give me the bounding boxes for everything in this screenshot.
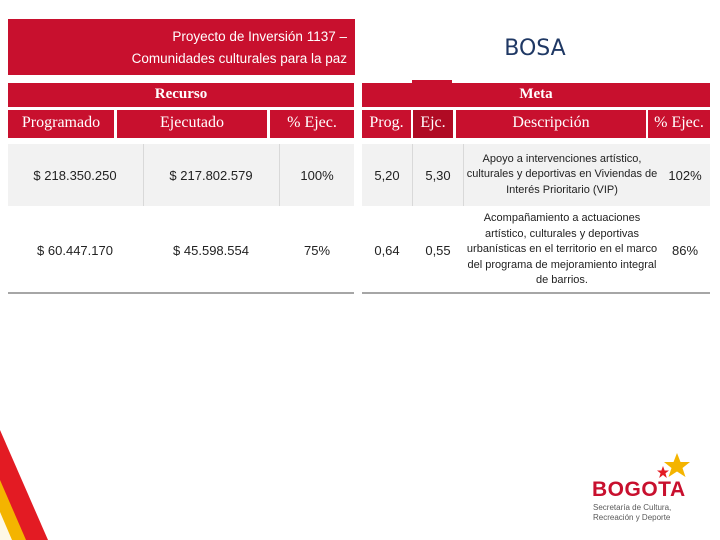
col-divider xyxy=(463,144,464,206)
recurso-group-label: Recurso xyxy=(154,86,208,102)
col-header-ejc: Ejc. xyxy=(413,110,453,138)
row-2-ejc: 0,55 xyxy=(425,242,451,258)
small-star-icon xyxy=(657,466,669,478)
col-header-programado: Programado xyxy=(8,110,114,138)
row-2-ejecutado: $ 45.598.554 xyxy=(173,242,249,258)
row-2-prog: 0,64 xyxy=(374,242,400,258)
project-title: Proyecto de Inversión 1137 – Comunidades… xyxy=(8,19,355,75)
col-header-ejecutado: Ejecutado xyxy=(117,110,267,138)
meta-row-1-bg xyxy=(362,144,710,206)
row-1-ejc: 5,30 xyxy=(425,167,451,183)
recurso-row-1-bg xyxy=(8,144,354,206)
col-divider xyxy=(143,144,144,206)
star-icon xyxy=(664,453,690,477)
logo-sub-line2: Recreación y Deporte xyxy=(593,513,671,522)
row-1-descripcion: Apoyo a intervenciones artístico, cultur… xyxy=(466,152,658,196)
row-1-programado: $ 218.350.250 xyxy=(33,167,117,183)
project-title-line2: Comunidades culturales para la paz xyxy=(131,51,347,66)
bogota-logo: BOGOTA Secretaría de Cultura, Recreación… xyxy=(592,452,712,527)
locality-title: BOSA xyxy=(504,36,566,61)
recurso-table-bottom-rule xyxy=(8,292,354,294)
col-header-ejec-recurso: % Ejec. xyxy=(270,110,354,138)
recurso-group-header: Recurso xyxy=(8,83,354,107)
row-2-descripcion: Acompañamiento a actuaciones artístico, … xyxy=(466,212,658,287)
logo-word: BOGOTA xyxy=(592,478,686,501)
corner-stripe-yellow xyxy=(0,480,26,540)
col-header-ejec-meta: % Ejec. xyxy=(648,110,710,138)
meta-tab-accent xyxy=(412,80,452,84)
row-2-ejec-meta: 86% xyxy=(671,242,699,258)
row-1-ejec-meta: 102% xyxy=(668,167,702,183)
row-1-ejecutado: $ 217.802.579 xyxy=(169,167,253,183)
row-2-programado: $ 60.447.170 xyxy=(37,242,113,258)
corner-stripe-white xyxy=(0,512,12,540)
col-divider xyxy=(279,144,280,206)
project-title-line1: Proyecto de Inversión 1137 – xyxy=(172,29,347,44)
meta-group-label: Meta xyxy=(519,86,553,102)
col-divider xyxy=(412,144,413,206)
row-1-prog: 5,20 xyxy=(374,167,400,183)
corner-stripes-graphic xyxy=(0,430,48,540)
col-header-prog: Prog. xyxy=(362,110,411,138)
meta-table-bottom-rule xyxy=(362,292,710,294)
row-2-ejec-recurso: 75% xyxy=(303,242,331,258)
row-1-ejec-recurso: 100% xyxy=(300,167,334,183)
col-header-descripcion: Descripción xyxy=(456,110,646,138)
logo-sub-line1: Secretaría de Cultura, xyxy=(593,503,672,512)
meta-group-header: Meta xyxy=(362,83,710,107)
